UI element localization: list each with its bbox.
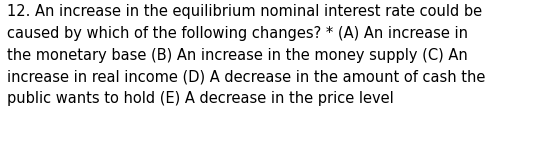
Text: 12. An increase in the equilibrium nominal interest rate could be
caused by whic: 12. An increase in the equilibrium nomin… bbox=[7, 4, 485, 106]
